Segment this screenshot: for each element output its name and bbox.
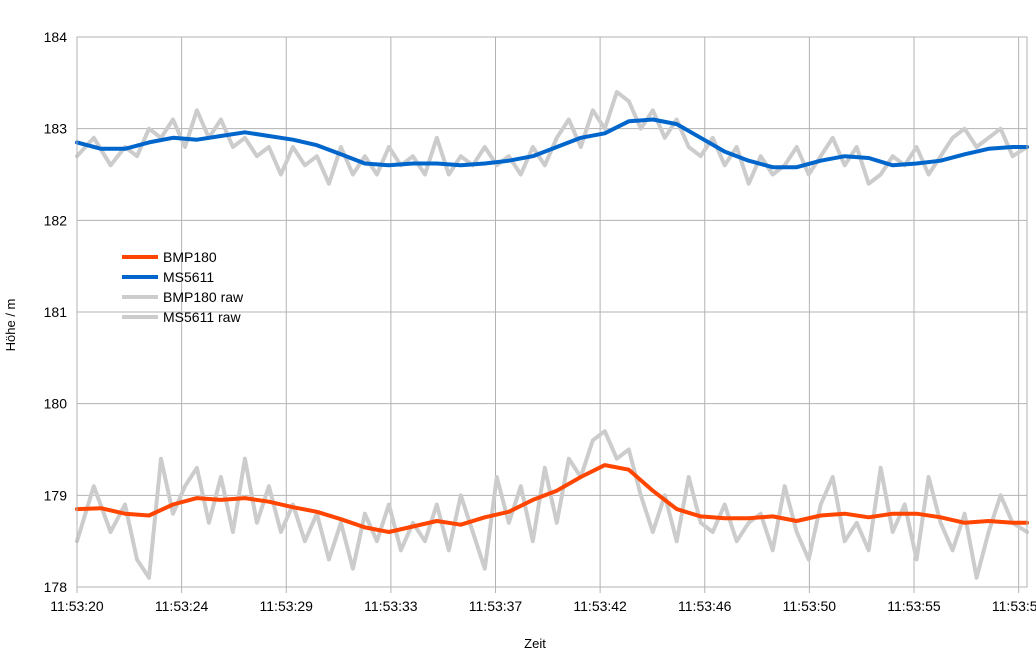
y-tick-label: 182 — [44, 212, 68, 228]
x-tick-label: 11:53:20 — [50, 598, 104, 614]
grid-lines — [76, 36, 1027, 593]
x-tick-label: 11:53:46 — [678, 598, 732, 614]
x-tick-label: 11:53:33 — [364, 598, 418, 614]
y-tick-label: 183 — [44, 121, 68, 137]
legend-label: BMP180 raw — [163, 289, 244, 305]
x-tick-label: 11:53:24 — [155, 598, 209, 614]
y-axis-title: Höhe / m — [3, 299, 18, 352]
x-tick-label: 11:53:42 — [573, 598, 627, 614]
y-axis-tick-labels: 178 179 180 181 182 183 184 — [44, 29, 68, 595]
series-line-bmp180 — [75, 463, 1029, 534]
x-axis-tick-labels: 11:53:20 11:53:24 11:53:29 11:53:33 11:53:37… — [50, 598, 1036, 614]
y-tick-label: 179 — [44, 487, 68, 503]
legend: BMP180 MS5611 BMP180 raw MS5611 raw — [122, 249, 244, 325]
x-tick-label: 11:53:50 — [783, 598, 837, 614]
y-tick-label: 184 — [44, 29, 68, 45]
series-lines — [75, 90, 1029, 580]
x-tick-label: 11:53:55 — [887, 598, 941, 614]
x-tick-label: 11:53:37 — [469, 598, 523, 614]
series-line-bmp180-raw — [75, 429, 1029, 580]
series-line-ms5611-raw — [75, 90, 1029, 186]
legend-label: BMP180 — [163, 249, 217, 265]
y-tick-label: 178 — [44, 579, 68, 595]
x-tick-label: 11:53:59 — [992, 598, 1036, 614]
y-tick-label: 180 — [44, 396, 68, 412]
x-tick-label: 11:53:29 — [260, 598, 314, 614]
legend-label: MS5611 raw — [163, 309, 241, 325]
x-axis-title: Zeit — [524, 636, 546, 651]
y-tick-label: 181 — [44, 304, 68, 320]
plot-border — [76, 36, 1028, 588]
series-line-ms5611 — [75, 117, 1029, 170]
legend-label: MS5611 — [163, 269, 214, 285]
plot-frame — [76, 36, 1028, 588]
